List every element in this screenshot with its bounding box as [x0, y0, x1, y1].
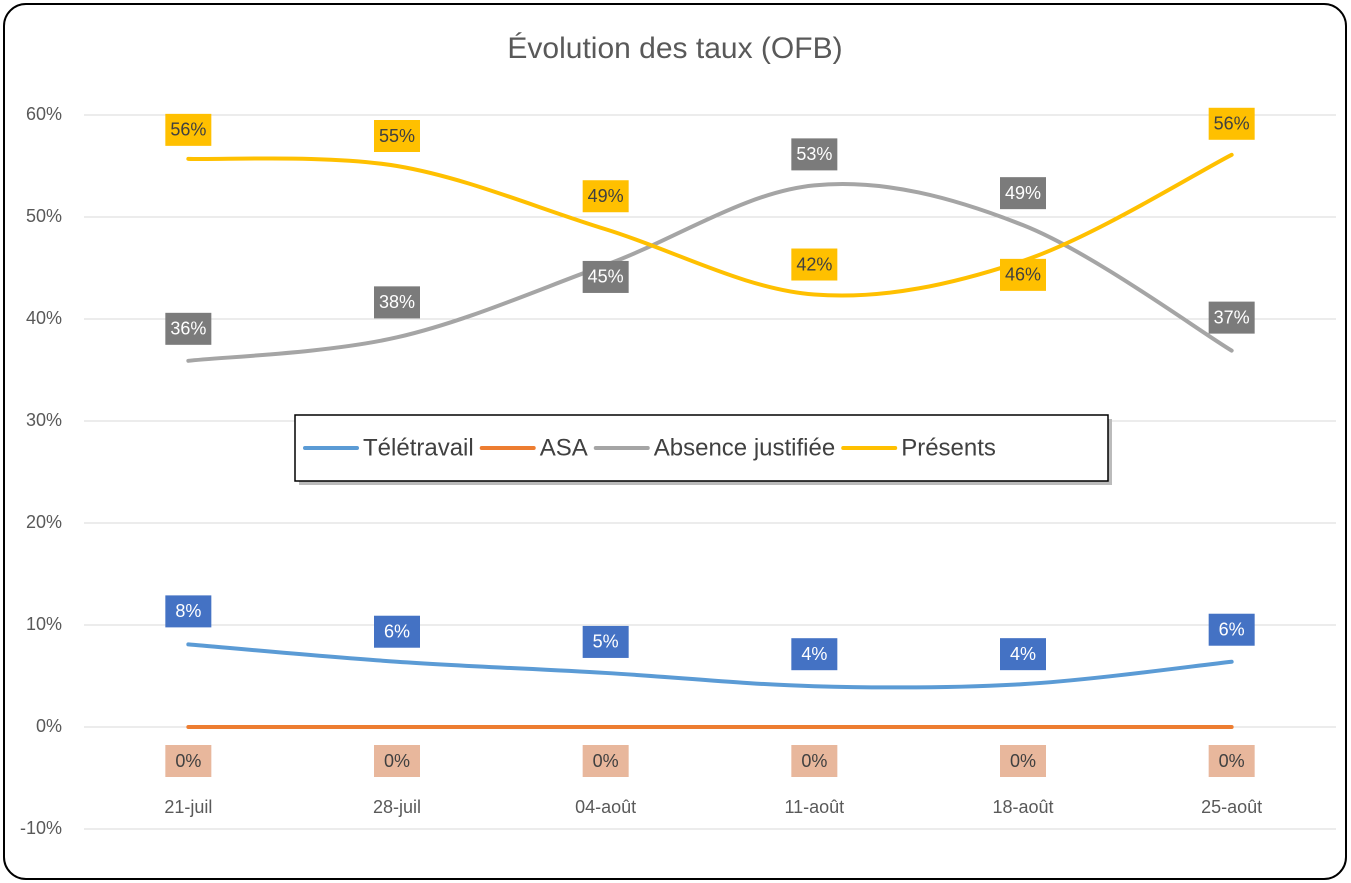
series-line	[186, 642, 1234, 690]
y-tick-label: 20%	[26, 512, 62, 532]
data-label: 0%	[1010, 751, 1036, 771]
data-label-box	[791, 138, 838, 171]
data-label-box	[165, 745, 212, 777]
data-label: 53%	[796, 144, 832, 164]
data-label: 0%	[1219, 751, 1245, 771]
data-label: 45%	[588, 267, 624, 287]
data-label-box	[1208, 745, 1255, 777]
data-label: 36%	[170, 319, 206, 339]
data-label-box	[582, 180, 629, 213]
y-tick-label: 60%	[26, 104, 62, 124]
y-tick-label: 30%	[26, 410, 62, 430]
data-label: 49%	[1005, 183, 1041, 203]
data-label-box	[165, 595, 212, 628]
legend-label: Absence justifiée	[654, 434, 835, 461]
data-label-box	[791, 638, 838, 671]
data-label-box	[1000, 745, 1046, 777]
legend-label: Télétravail	[363, 434, 474, 461]
data-label-box	[582, 260, 629, 293]
data-label-box	[1208, 301, 1255, 334]
x-tick-label: 28-juil	[373, 797, 421, 817]
x-tick-label: 21-juil	[164, 797, 212, 817]
data-label: 0%	[801, 751, 827, 771]
data-label: 46%	[1005, 265, 1041, 285]
data-label: 4%	[1010, 644, 1036, 664]
data-label: 6%	[384, 621, 410, 641]
x-tick-label: 25-août	[1201, 797, 1262, 817]
data-label: 4%	[801, 644, 827, 664]
data-label-box	[1000, 638, 1046, 671]
data-label: 6%	[1219, 619, 1245, 639]
data-label-box	[791, 745, 838, 777]
data-label-box	[1208, 107, 1255, 140]
data-label: 8%	[175, 601, 201, 621]
chart-title: Évolution des taux (OFB)	[507, 32, 842, 65]
data-label-box	[374, 745, 420, 777]
y-tick-label: 40%	[26, 308, 62, 328]
data-label-box	[1208, 613, 1255, 646]
data-label: 56%	[170, 120, 206, 140]
data-label-box	[582, 625, 629, 658]
data-label: 55%	[379, 126, 415, 146]
legend-label: ASA	[540, 434, 588, 461]
data-label-box	[1000, 258, 1046, 291]
data-label: 0%	[175, 751, 201, 771]
x-tick-label: 18-août	[992, 797, 1053, 817]
y-tick-label: 50%	[26, 206, 62, 226]
data-label-box	[791, 248, 838, 281]
data-label: 49%	[588, 186, 624, 206]
data-label: 5%	[593, 632, 619, 652]
data-label-box	[582, 745, 629, 777]
x-tick-label: 11-août	[784, 797, 844, 817]
legend-label: Présents	[901, 434, 996, 461]
y-tick-label: 10%	[26, 614, 62, 634]
data-label-box	[165, 113, 212, 146]
data-label: 56%	[1214, 114, 1250, 134]
data-label-box	[1000, 177, 1046, 210]
data-label: 38%	[379, 292, 415, 312]
data-label: 0%	[593, 751, 619, 771]
series-line	[186, 152, 1234, 298]
data-label: 37%	[1214, 307, 1250, 327]
data-label-box	[374, 615, 420, 648]
x-tick-label: 04-août	[575, 797, 636, 817]
data-label: 0%	[384, 751, 410, 771]
y-tick-label: 0%	[36, 716, 62, 736]
data-label-box	[374, 286, 420, 319]
data-label-box	[165, 312, 212, 345]
y-tick-label: -10%	[20, 818, 62, 838]
data-label-box	[374, 120, 420, 152]
series-line	[186, 182, 1234, 363]
legend-box	[294, 414, 1109, 482]
data-label: 42%	[796, 254, 832, 274]
